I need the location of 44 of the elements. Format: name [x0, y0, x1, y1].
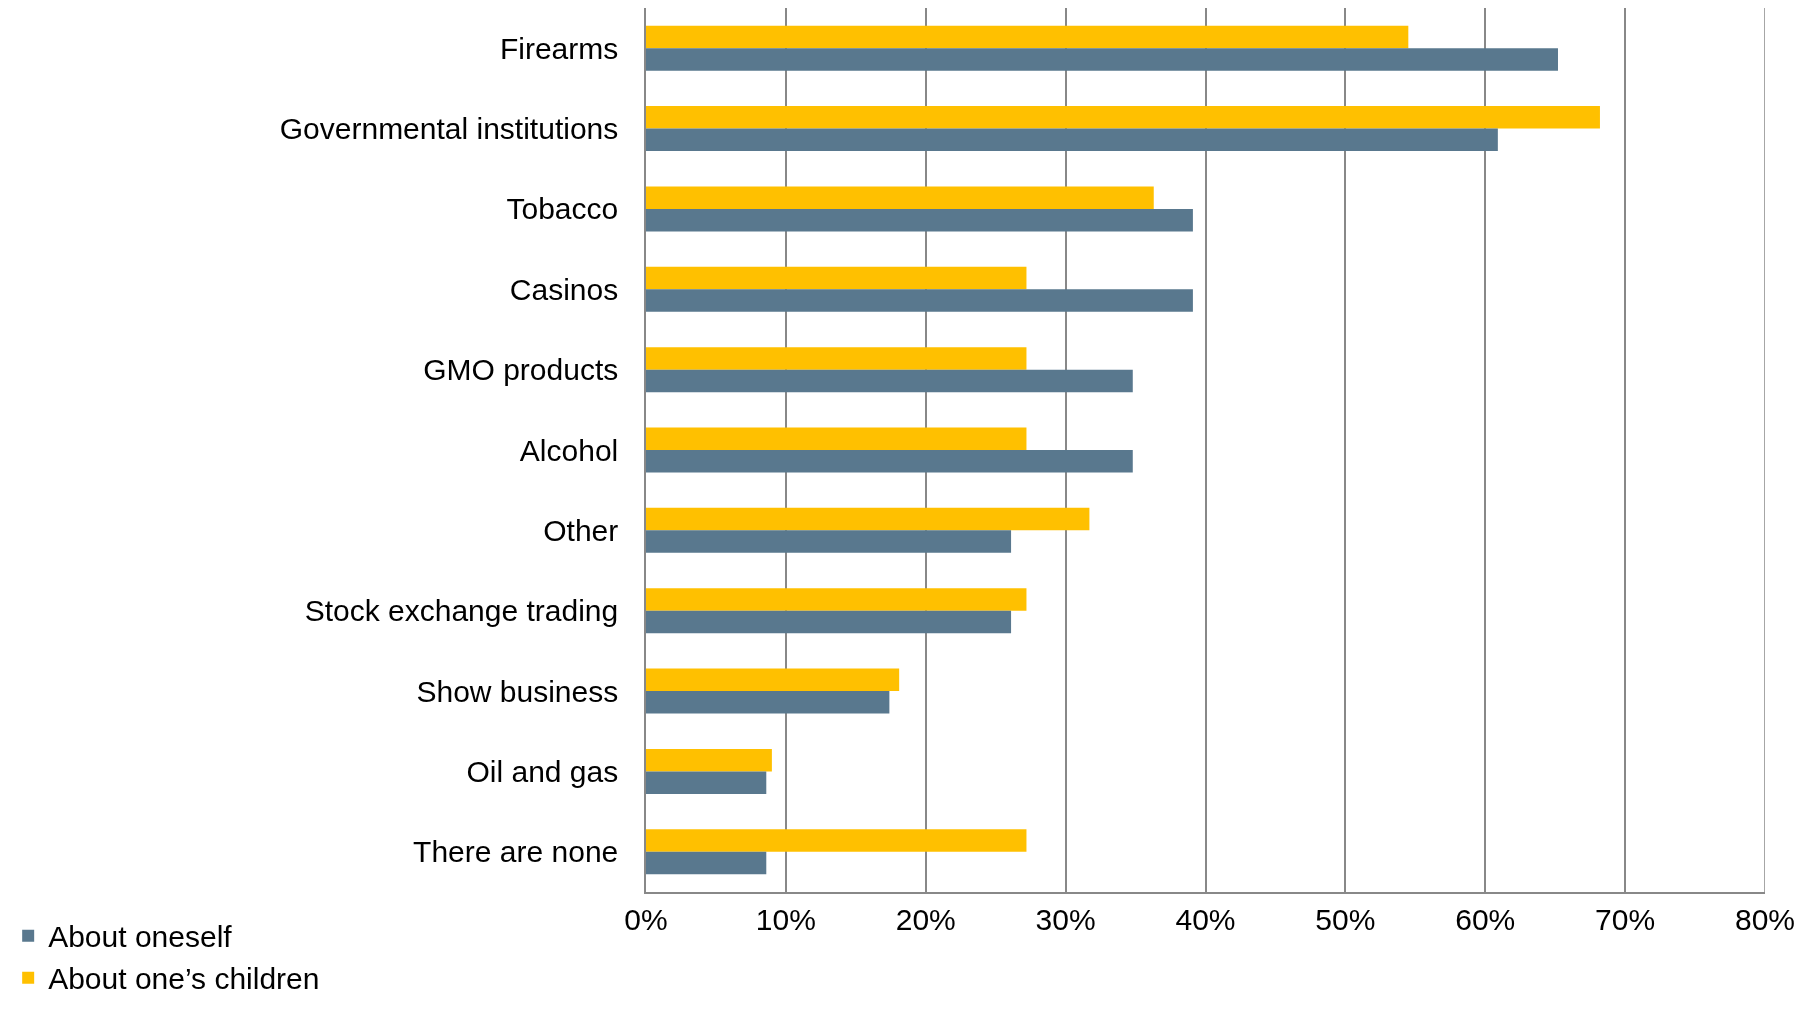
y-tick-label: Tobacco — [506, 192, 619, 226]
bar — [646, 48, 1558, 71]
x-tick-label: 10% — [755, 902, 816, 936]
y-tick-label: There are none — [413, 835, 619, 869]
y-tick-label: Oil and gas — [466, 754, 619, 788]
bar — [646, 427, 1027, 450]
bar — [646, 691, 890, 714]
x-tick-label: 60% — [1455, 902, 1516, 936]
bar — [646, 106, 1600, 129]
bar — [646, 771, 767, 794]
x-tick-label: 20% — [895, 902, 956, 936]
bar — [646, 347, 1027, 370]
bar — [646, 208, 1193, 232]
y-tick-label: Alcohol — [519, 433, 619, 467]
y-tick-label: Other — [543, 513, 619, 547]
bar — [646, 668, 900, 692]
bar — [646, 748, 772, 772]
bar — [646, 186, 1154, 209]
bar — [646, 289, 1193, 312]
bar — [646, 610, 1012, 634]
bar — [646, 507, 1090, 531]
bar — [646, 450, 1133, 473]
bar — [646, 25, 1409, 49]
bar — [646, 588, 1027, 611]
y-tick-label: Show business — [416, 674, 619, 708]
y-tick-label: Stock exchange trading — [304, 594, 619, 628]
bar — [646, 266, 1027, 290]
bar — [646, 829, 1027, 852]
x-tick-label: 30% — [1035, 902, 1096, 936]
y-tick-label: Governmental institutions — [279, 112, 619, 146]
bar — [646, 369, 1133, 393]
x-tick-label: 40% — [1175, 902, 1236, 936]
x-tick-label: 80% — [1734, 902, 1796, 936]
bar — [646, 530, 1012, 553]
y-tick-label: Casinos — [509, 272, 619, 306]
x-tick-label: 50% — [1315, 902, 1376, 936]
bar — [646, 128, 1498, 152]
x-tick-label: 0% — [624, 902, 668, 936]
legend-label: About one’s children — [48, 962, 320, 996]
y-tick-label: Firearms — [499, 31, 619, 65]
x-tick-label: 70% — [1595, 902, 1656, 936]
bar — [646, 851, 767, 875]
y-tick-label: GMO products — [423, 353, 619, 387]
legend-label: About oneself — [48, 920, 233, 954]
